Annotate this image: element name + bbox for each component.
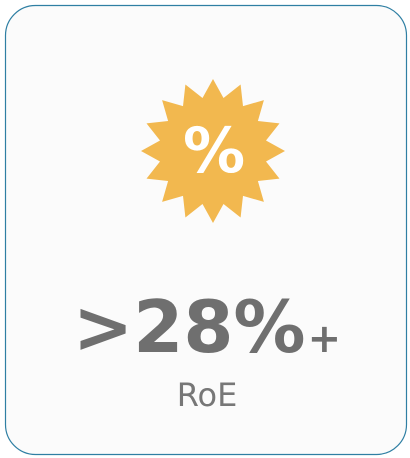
stat-number: >28% xyxy=(73,285,306,369)
badge-symbol: % xyxy=(183,114,245,187)
card-frame xyxy=(4,4,408,456)
stat-label: RoE xyxy=(177,376,238,414)
stat-value: >28%+ xyxy=(73,285,341,369)
stat-suffix: + xyxy=(308,316,342,362)
badge-starburst xyxy=(141,79,285,223)
